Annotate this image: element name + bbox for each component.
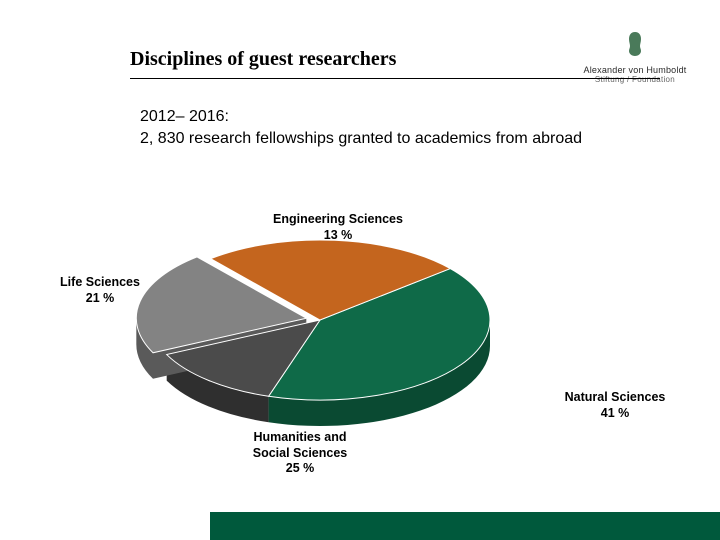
- footer-bar: [210, 512, 720, 540]
- logo-text-2: Stiftung / Foundation: [580, 75, 690, 84]
- slice-label: Life Sciences21 %: [40, 275, 160, 306]
- subtitle-line2: 2, 830 research fellowships granted to a…: [140, 128, 582, 150]
- page-title: Disciplines of guest researchers: [130, 48, 660, 71]
- header: Disciplines of guest researchers: [130, 48, 660, 71]
- slice-label: Engineering Sciences13 %: [248, 212, 428, 243]
- subtitle-line1: 2012– 2016:: [140, 106, 582, 128]
- title-rule: [130, 78, 660, 79]
- slice-label: Natural Sciences41 %: [540, 390, 690, 421]
- slice-label: Humanities andSocial Sciences25 %: [225, 430, 375, 477]
- subtitle: 2012– 2016: 2, 830 research fellowships …: [140, 106, 582, 149]
